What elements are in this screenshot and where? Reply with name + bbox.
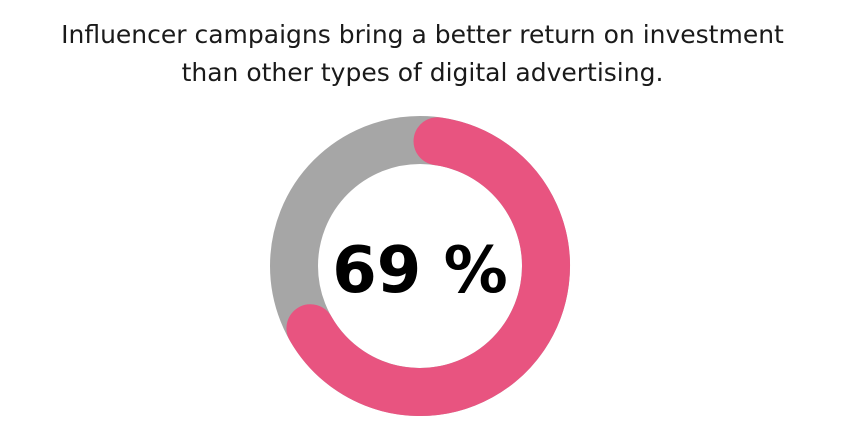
donut-value-arc <box>286 117 570 416</box>
donut-center-label: 69 % <box>332 234 507 308</box>
chart-title-line-1: Influencer campaigns bring a better retu… <box>61 20 784 49</box>
chart-title-line-2: than other types of digital advertising. <box>181 58 664 87</box>
chart-title: Influencer campaigns bring a better retu… <box>0 16 845 92</box>
